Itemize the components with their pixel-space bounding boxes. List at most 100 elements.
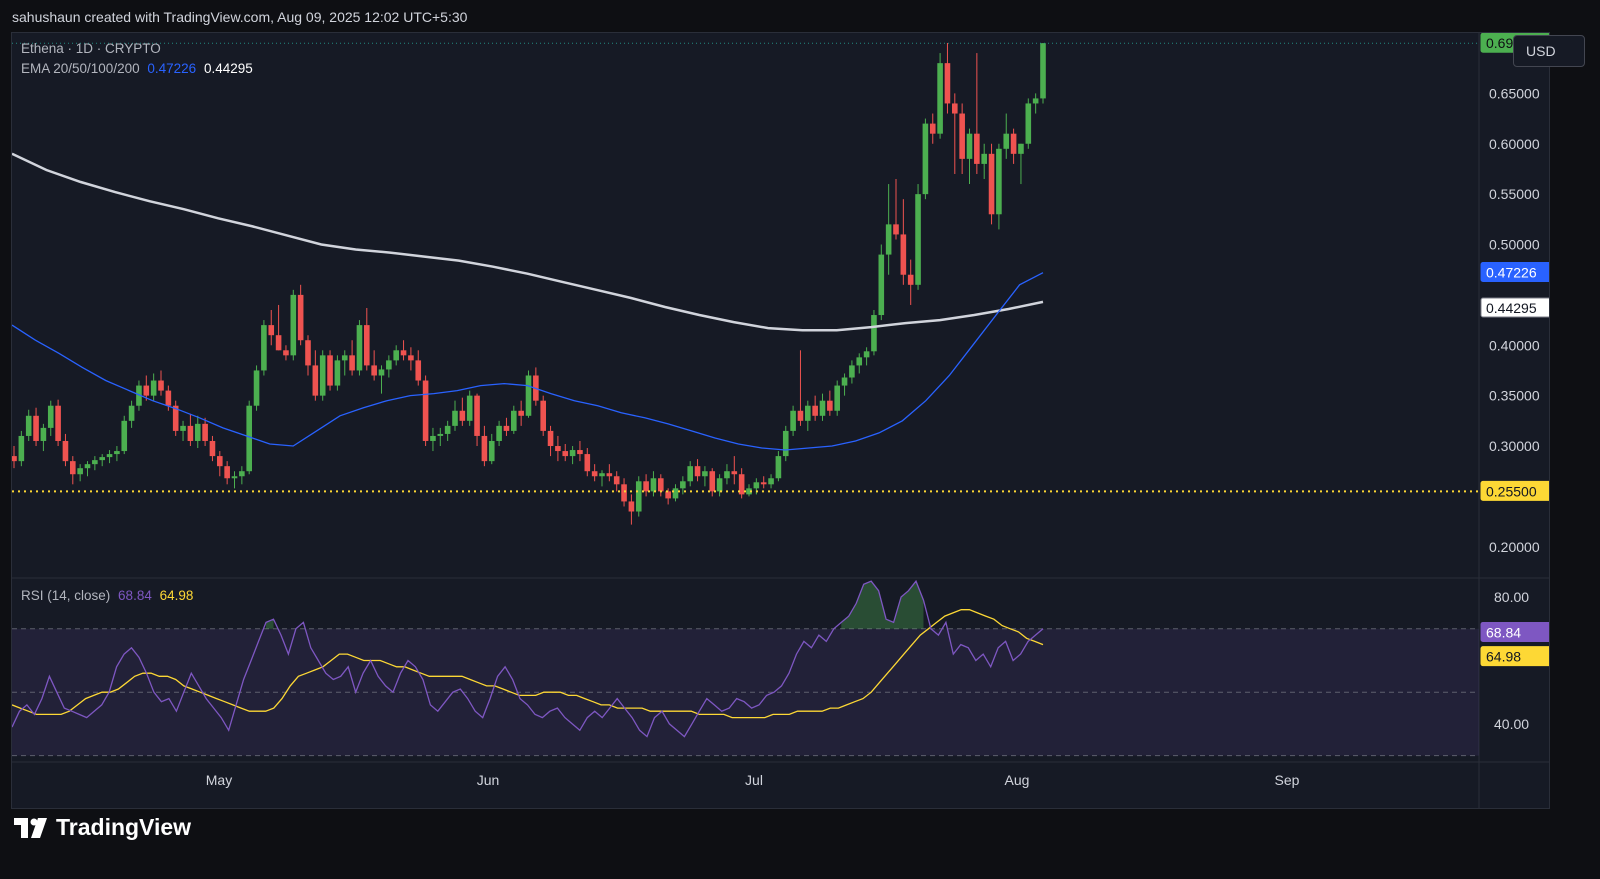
candle-up <box>290 294 297 356</box>
candle-up <box>635 481 642 512</box>
candle-up <box>1018 143 1024 154</box>
candle-down <box>297 294 304 341</box>
candle-up <box>849 365 855 378</box>
candle-up <box>1040 43 1046 99</box>
candle-down <box>797 410 804 421</box>
candle-down <box>606 473 613 477</box>
chart-frame[interactable]: 0.65000 0.60000 0.55000 0.50000 0.40000 0.350… <box>11 32 1550 809</box>
candle-down <box>172 405 179 431</box>
candle-down <box>143 385 150 396</box>
candle-down <box>929 123 936 134</box>
candle-up <box>128 405 135 421</box>
candle-up <box>25 415 32 436</box>
candle-up <box>782 430 789 457</box>
rsi-overbought-area <box>841 581 924 629</box>
candle-down <box>974 133 980 164</box>
candle-up <box>885 224 892 255</box>
candle-up <box>231 476 238 479</box>
tradingview-logo[interactable]: TradingView <box>14 814 191 841</box>
ema-blue-badge: 0.47226 <box>1486 264 1537 280</box>
candle-down <box>760 482 767 485</box>
candle-down <box>408 355 414 361</box>
candle-up <box>136 385 142 406</box>
candle-down <box>268 325 275 336</box>
time-axis-label: May <box>206 772 232 788</box>
candle-down <box>55 405 61 441</box>
candle-down <box>158 380 164 391</box>
candle-down <box>209 440 216 457</box>
candle-up <box>18 435 25 462</box>
candle-down <box>518 410 524 416</box>
candle-up <box>341 355 348 361</box>
candle-up <box>261 325 267 371</box>
candle-down <box>33 415 39 441</box>
candle-down <box>187 425 194 441</box>
candle-down <box>415 360 422 381</box>
candle-up <box>672 488 679 499</box>
currency-button[interactable]: USD <box>1513 35 1585 67</box>
candle-down <box>400 350 407 356</box>
symbol-legend[interactable]: Ethena · 1D · CRYPTO <box>21 41 161 56</box>
candle-down <box>547 430 554 447</box>
candle-up <box>569 450 576 457</box>
candle-down <box>202 423 208 441</box>
candle-down <box>812 405 818 416</box>
ema-blue-line <box>12 272 1044 451</box>
tradingview-logo-icon <box>14 817 47 838</box>
rsi-ma-badge-bg <box>1480 646 1549 667</box>
candle-down <box>952 103 958 114</box>
candle-up <box>466 395 473 421</box>
chart-canvas[interactable]: 0.65000 0.60000 0.55000 0.50000 0.40000 0.350… <box>12 33 1549 808</box>
candle-down <box>959 113 965 159</box>
candle-up <box>768 478 774 485</box>
candle-up <box>746 488 752 495</box>
candle-down <box>371 365 377 376</box>
candle-down <box>503 425 510 431</box>
candle-down <box>731 471 738 475</box>
candle-up <box>40 427 47 441</box>
candle-down <box>474 395 480 436</box>
rsi-ma-value: 64.98 <box>159 588 194 603</box>
brand-name: TradingView <box>56 814 192 840</box>
candle-up <box>246 405 252 472</box>
candle-up <box>819 400 826 416</box>
candle-up <box>430 435 436 441</box>
ema-value-white: 0.44295 <box>203 61 253 76</box>
ema-label: EMA 20/50/100/200 <box>21 61 140 76</box>
candle-up <box>775 456 782 479</box>
price-axis-label: 0.65000 <box>1489 85 1540 101</box>
candle-down <box>591 471 598 477</box>
rsi-axis-label: 80.00 <box>1494 589 1529 605</box>
candle-up <box>841 377 848 386</box>
candle-up <box>84 464 91 469</box>
candle-up <box>1025 103 1032 144</box>
candle-up <box>239 471 245 477</box>
candle-down <box>562 451 569 457</box>
candle-down <box>694 466 701 477</box>
candle-down <box>621 484 627 502</box>
candle-down <box>555 446 561 452</box>
candle-up <box>437 433 444 436</box>
candle-down <box>224 466 230 479</box>
candle-up <box>180 425 186 431</box>
candle-down <box>312 365 319 396</box>
candle-up <box>356 325 363 371</box>
rsi-value-badge-bg <box>1480 621 1549 642</box>
candle-up <box>1032 98 1039 104</box>
chart-caption: sahushaun created with TradingView.com, … <box>12 9 468 25</box>
candle-down <box>12 456 17 462</box>
rsi-ma-line <box>12 609 1044 719</box>
candle-down <box>944 63 951 104</box>
rsi-legend[interactable]: RSI (14, close) 68.84 64.98 <box>21 588 193 603</box>
candle-up <box>863 351 870 358</box>
ema-legend[interactable]: EMA 20/50/100/200 0.47226 0.44295 <box>21 61 253 76</box>
ema-white-badge-bg <box>1480 297 1549 318</box>
candle-up <box>488 440 495 462</box>
candle-up <box>790 410 796 431</box>
candle-down <box>275 335 282 351</box>
rsi-axis-label: 40.00 <box>1494 716 1529 732</box>
candle-down <box>709 471 716 492</box>
candle-down <box>459 410 466 421</box>
candle-up <box>805 405 811 421</box>
candle-up <box>1003 133 1010 149</box>
